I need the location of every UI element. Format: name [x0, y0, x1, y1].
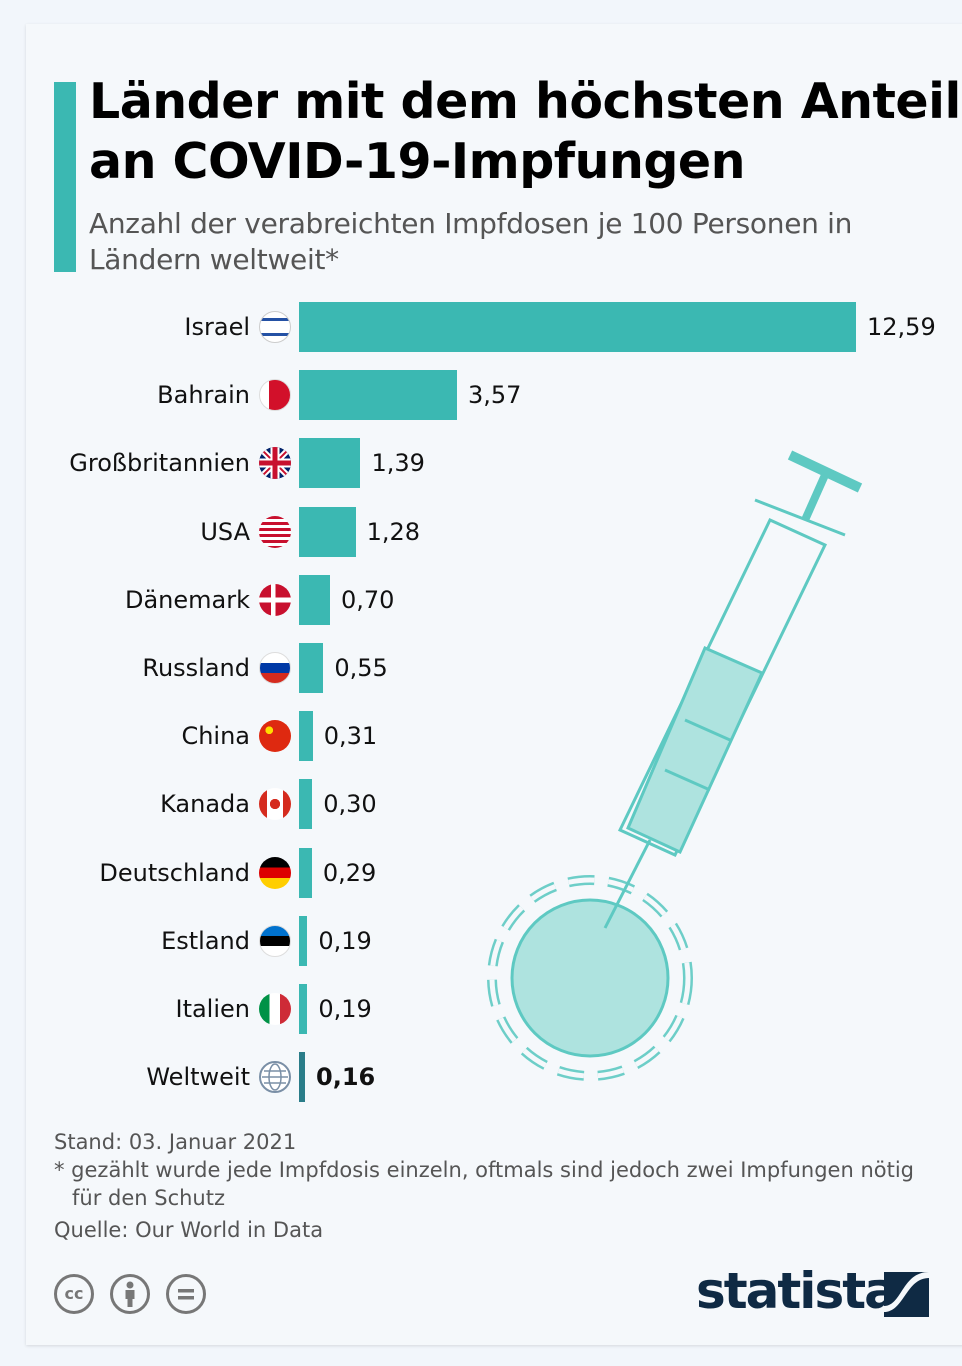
chart-subtitle: Anzahl der verabreichten Impfdosen je 10…: [89, 207, 853, 276]
footer-date: Stand: 03. Januar 2021: [54, 1130, 297, 1154]
bar: [299, 302, 856, 352]
value-label: 0,19: [318, 926, 372, 955]
germany-flag-icon: [259, 856, 291, 889]
bar: [299, 779, 313, 830]
no-derivatives-icon[interactable]: [166, 1274, 206, 1314]
italy-flag-icon: [259, 993, 291, 1025]
value-label: 1,28: [366, 517, 421, 546]
chart-title: Länder mit dem höchsten Anteil an COVID-…: [89, 72, 962, 192]
value-label: 0,30: [323, 790, 377, 819]
bar: [299, 370, 457, 421]
value-label: 1,39: [371, 449, 425, 478]
value-label: 0,55: [334, 654, 388, 682]
person-icon: [125, 1281, 135, 1307]
value-label: 0,16: [316, 1063, 376, 1092]
equals-icon: [178, 1289, 194, 1300]
estonia-flag-icon: [259, 924, 291, 957]
footer-source: Quelle: Our World in Data: [54, 1218, 324, 1242]
bar: [299, 984, 308, 1034]
category-label: Dänemark: [124, 585, 250, 614]
footer-note: * gezählt wurde jede Impfdosis einzeln, …: [54, 1158, 915, 1182]
value-label: 0,19: [318, 995, 372, 1023]
category-label: USA: [200, 517, 250, 546]
cc-license-icon[interactable]: cc: [54, 1274, 94, 1314]
value-label: 12,59: [867, 313, 936, 341]
statista-logo-mark: [884, 1272, 929, 1317]
category-label: Italien: [175, 995, 250, 1023]
bar: [299, 643, 324, 693]
statista-logo[interactable]: statista: [696, 1262, 898, 1320]
denmark-flag-icon: [259, 583, 291, 616]
title-accent-bar: [54, 82, 76, 272]
usa-flag-icon: [259, 515, 291, 548]
bar: [299, 438, 361, 489]
bahrain-flag-icon: [259, 379, 291, 412]
china-flag-icon: [259, 720, 291, 753]
canada-flag-icon: [259, 788, 291, 821]
cc-text: cc: [64, 1284, 84, 1303]
category-label: Kanada: [160, 790, 250, 819]
bar: [299, 711, 313, 762]
category-label: Großbritannien: [69, 449, 250, 478]
bar: [299, 847, 312, 898]
bar: [299, 915, 308, 966]
category-label: Weltweit: [146, 1063, 250, 1092]
globe-icon: [259, 1061, 291, 1094]
syringe-illustration: [487, 450, 863, 1081]
bar: [299, 506, 356, 557]
israel-flag-icon: [259, 311, 291, 343]
category-label: China: [181, 722, 250, 751]
category-label: Deutschland: [99, 858, 250, 887]
uk-flag-icon: [259, 447, 291, 480]
attribution-icon[interactable]: [110, 1274, 150, 1314]
value-label: 0,31: [323, 722, 378, 751]
category-label: Bahrain: [157, 381, 250, 410]
category-label: Israel: [184, 313, 250, 341]
russia-flag-icon: [259, 652, 291, 684]
bar: [299, 574, 330, 625]
bar: [299, 1052, 305, 1103]
footer-note-continued: für den Schutz: [72, 1186, 225, 1210]
category-label: Estland: [161, 926, 250, 955]
value-label: 0,70: [340, 585, 395, 614]
category-label: Russland: [142, 654, 250, 682]
value-label: 3,57: [467, 381, 522, 410]
infographic-card: [26, 24, 962, 1345]
title-text: Länder mit dem höchsten Anteil an COVID-…: [89, 73, 961, 190]
value-label: 0,29: [322, 858, 377, 887]
